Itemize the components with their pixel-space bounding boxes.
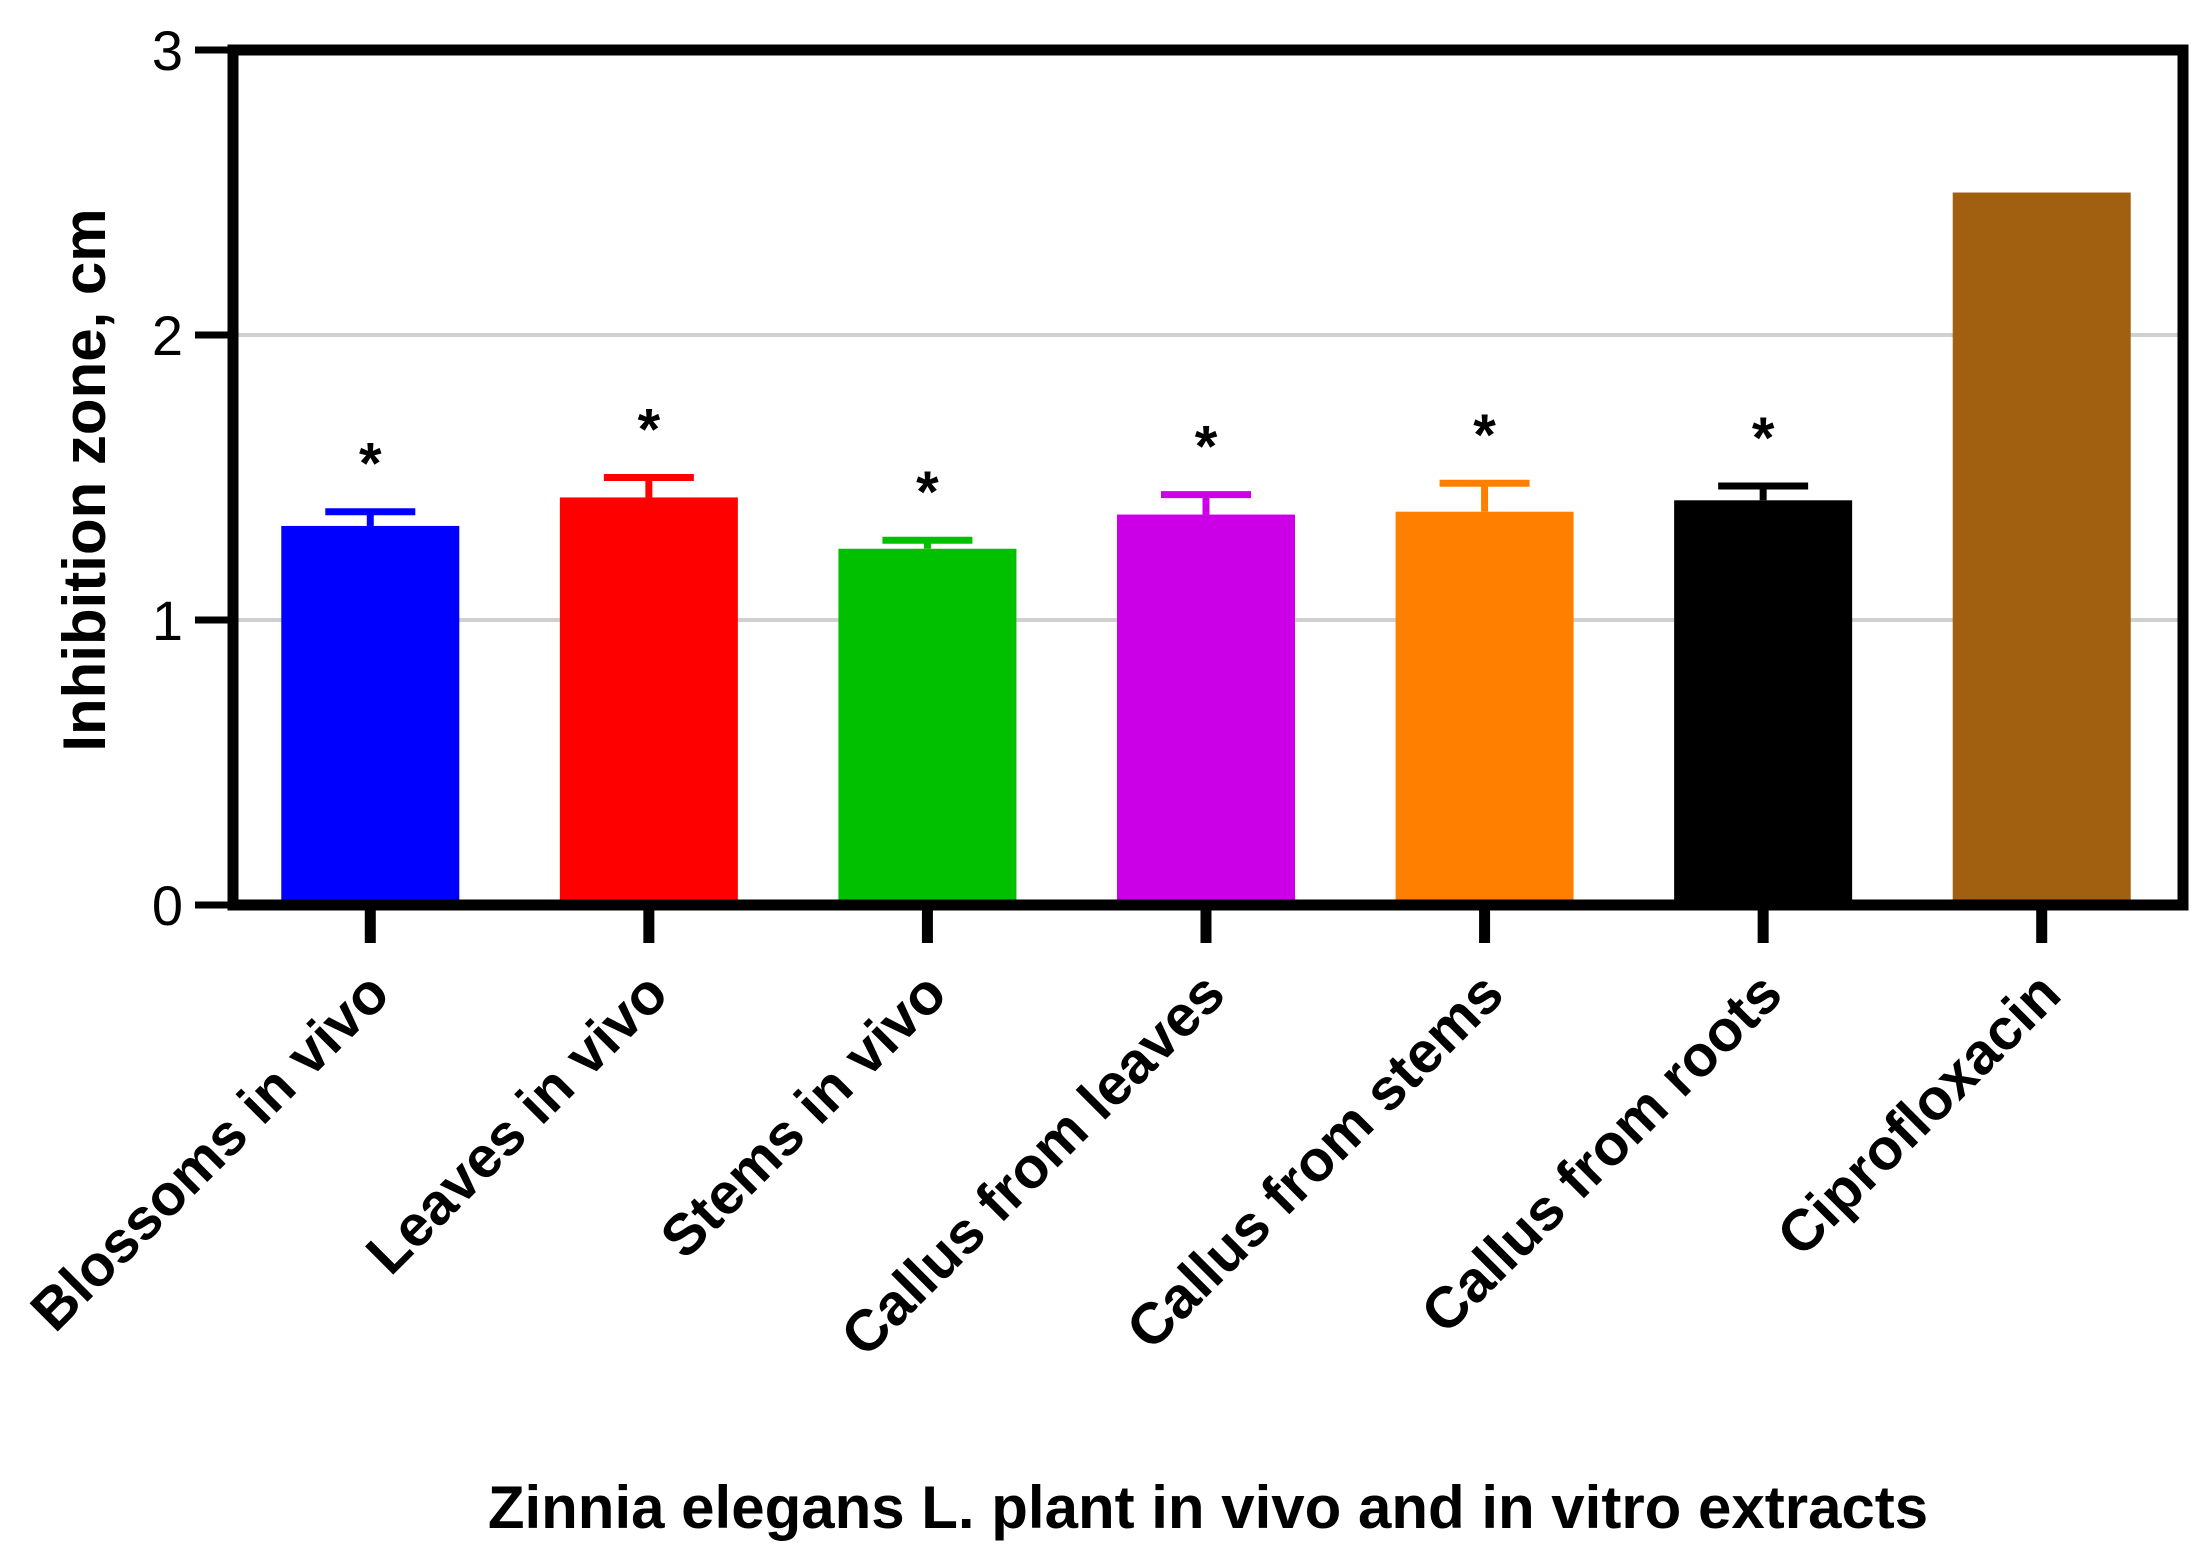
significance-marker: *	[638, 398, 661, 463]
category-label: Blossoms in vivo	[18, 960, 401, 1343]
bar	[1395, 511, 1574, 905]
y-tick-label: 0	[152, 874, 183, 937]
bar	[1674, 500, 1853, 905]
significance-marker: *	[359, 432, 382, 497]
category-label: Ciprofloxacin	[1765, 960, 2073, 1268]
significance-marker: *	[1752, 406, 1775, 471]
significance-marker: *	[1195, 415, 1218, 480]
y-tick-label: 3	[152, 19, 183, 82]
significance-marker: *	[916, 460, 939, 525]
bars	[281, 192, 2131, 905]
bar	[1952, 192, 2131, 905]
y-tick-label: 2	[152, 304, 183, 367]
axes	[195, 44, 2189, 943]
significance-marker: *	[1473, 403, 1496, 468]
category-label: Stems in vivo	[648, 960, 958, 1270]
y-axis-title: Inhibition zone, cm	[51, 208, 118, 751]
plot-frame	[227, 44, 2189, 911]
bar	[1117, 514, 1295, 905]
bar	[281, 525, 460, 905]
category-label: Leaves in vivo	[354, 960, 680, 1286]
y-tick-label: 1	[152, 589, 183, 652]
bar	[559, 497, 738, 905]
bar	[838, 548, 1017, 905]
x-axis-title: Zinnia elegans L. plant in vivo and in v…	[488, 1474, 1928, 1541]
